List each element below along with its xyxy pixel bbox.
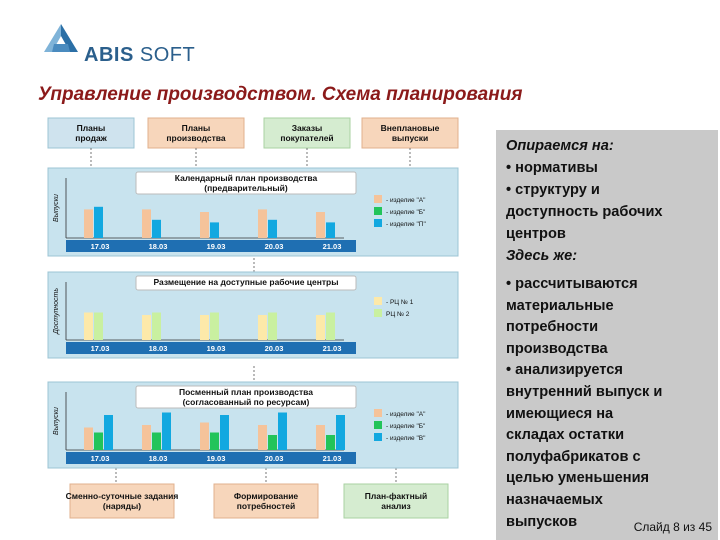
chart-bar — [336, 415, 345, 450]
notes-item: • структуру и — [506, 182, 600, 198]
chart-bar — [142, 425, 151, 450]
chart-bar — [258, 315, 267, 340]
chart-bar — [268, 219, 277, 238]
chart-bar — [152, 219, 161, 238]
chart-bar — [162, 412, 171, 450]
chart-bar — [316, 315, 325, 340]
chart-bar — [152, 432, 161, 450]
date-label: 19.03 — [207, 242, 226, 251]
panel-title: Календарный план производства — [175, 173, 318, 183]
panel-title: Размещение на доступные рабочие центры — [153, 277, 338, 287]
legend-swatch — [374, 219, 382, 227]
chart-bar — [152, 312, 161, 340]
bottom-box-shift-tasks: Сменно-суточные задания (наряды) — [66, 491, 179, 511]
top-boxes: Планы продаж Планы производства Заказы поку… — [47, 117, 459, 149]
chart-bar — [258, 425, 267, 450]
legend-label: - изделие "А" — [386, 197, 426, 204]
chart-bar — [200, 315, 209, 340]
legend-swatch — [374, 433, 382, 441]
chart-bar — [326, 222, 335, 238]
legend-swatch — [374, 195, 382, 203]
notes-item: центров — [506, 226, 566, 242]
top-box-unplanned-outputs: Внеплановые выпуски — [381, 123, 440, 143]
legend-label: - изделие "П" — [386, 221, 426, 228]
chart-bar — [200, 212, 209, 238]
chart-bar — [200, 422, 209, 450]
panel-subtitle: (согласованный по ресурсам) — [183, 397, 310, 407]
chart-bar — [258, 209, 267, 238]
notes-item: доступность рабочих — [506, 204, 663, 220]
legend-swatch — [374, 309, 382, 317]
legend-swatch — [374, 207, 382, 215]
chart-bar — [210, 222, 219, 238]
chart-bar — [210, 432, 219, 450]
panel-subtitle: (предварительный) — [204, 183, 288, 193]
notes-body: • рассчитываются материальные потребност… — [506, 276, 663, 530]
legend-swatch — [374, 297, 382, 305]
date-label: 21.03 — [323, 454, 342, 463]
date-label: 21.03 — [323, 242, 342, 251]
date-label: 20.03 — [265, 344, 284, 353]
chart-bar — [210, 312, 219, 340]
chart-bar — [142, 315, 151, 340]
panel-title: Посменный план производства — [179, 387, 313, 397]
slide-number: Слайд 8 из 45 — [633, 520, 712, 534]
legend-swatch — [374, 421, 382, 429]
notes-panel-lower: • рассчитываются материальные потребност… — [496, 266, 718, 540]
top-box-customer-orders: Заказы покупателей — [280, 123, 333, 143]
notes-heading-1: Опираемся на: — [506, 138, 614, 154]
chart-bar — [316, 425, 325, 450]
chart-bar — [94, 206, 103, 238]
bottom-box-requirements: Формирование потребностей — [234, 491, 299, 511]
date-label: 21.03 — [323, 344, 342, 353]
plan-panel-1: Календарный план производства(предварите… — [47, 167, 459, 257]
notes-item: • нормативы — [506, 160, 598, 176]
chart-bar — [316, 212, 325, 238]
date-label: 18.03 — [149, 454, 168, 463]
panel-ylabel: Выпуски — [53, 194, 60, 222]
date-label: 18.03 — [149, 242, 168, 251]
abis-logo-icon — [44, 24, 78, 52]
date-label: 20.03 — [265, 242, 284, 251]
planning-diagram: Планы продаж Планы производства Заказы поку… — [47, 117, 459, 519]
plan-panel-3: Посменный план производства(согласованны… — [47, 381, 459, 469]
legend-swatch — [374, 409, 382, 417]
legend-label: - изделие "Б" — [386, 423, 426, 430]
legend-label: - изделие "В" — [386, 435, 426, 442]
date-label: 19.03 — [207, 344, 226, 353]
chart-bar — [84, 209, 93, 238]
chart-bar — [326, 312, 335, 340]
date-label: 17.03 — [91, 344, 110, 353]
chart-bar — [84, 312, 93, 340]
chart-bar — [94, 432, 103, 450]
chart-bar — [104, 415, 113, 450]
page-title: Управление производством. Схема планиров… — [38, 84, 523, 105]
chart-bar — [94, 312, 103, 340]
date-label: 17.03 — [91, 242, 110, 251]
chart-bar — [142, 209, 151, 238]
chart-bar — [278, 412, 287, 450]
plan-panel-2: Размещение на доступные рабочие центры До… — [47, 271, 459, 359]
chart-bar — [268, 435, 277, 450]
date-label: 20.03 — [265, 454, 284, 463]
legend-label: РЦ № 2 — [386, 311, 410, 318]
chart-bar — [268, 312, 277, 340]
legend-label: - изделие "А" — [386, 411, 426, 418]
date-label: 18.03 — [149, 344, 168, 353]
legend-label: - изделие "Б" — [386, 209, 426, 216]
chart-bar — [326, 435, 335, 450]
notes-heading-2: Здесь же: — [506, 248, 578, 264]
company-logo-text: ABIS SOFT — [84, 44, 196, 66]
date-label: 19.03 — [207, 454, 226, 463]
top-box-production-plans: Планы производства — [166, 123, 225, 143]
bottom-boxes: Сменно-суточные задания (наряды) Формиров… — [66, 483, 449, 519]
chart-bar — [220, 415, 229, 450]
panel-ylabel: Доступность — [53, 288, 60, 335]
date-label: 17.03 — [91, 454, 110, 463]
panel-ylabel: Выпуски — [53, 407, 60, 435]
top-box-sales-plans: Планы продаж — [75, 123, 108, 143]
bottom-box-plan-fact-analysis: План-фактный анализ — [365, 491, 427, 511]
chart-bar — [84, 427, 93, 450]
legend-label: - РЦ № 1 — [386, 299, 414, 306]
